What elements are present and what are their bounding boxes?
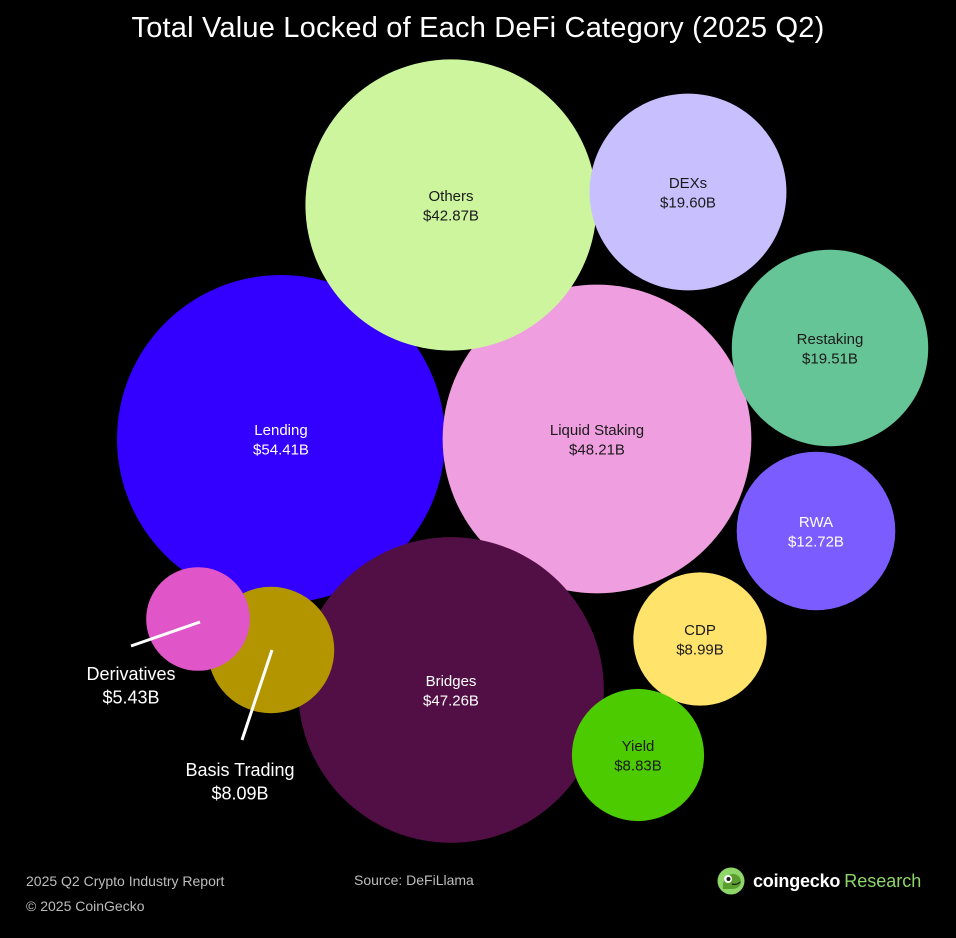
bubble-liquid-staking: [442, 284, 752, 594]
label-value-bridges: $47.26B: [423, 693, 479, 710]
bubble-cdp: [633, 572, 767, 706]
label-value-yield: $8.83B: [614, 758, 662, 775]
bubble-lending: [117, 275, 445, 603]
brand-suffix: Research: [844, 870, 922, 891]
brand-name: coingecko: [753, 870, 841, 891]
bubble-dexs: [589, 93, 787, 291]
label-name-liquid-staking: Liquid Staking: [550, 422, 644, 439]
bubble-yield: [571, 688, 705, 822]
bubble-others: [305, 59, 597, 351]
callout-line-basis-trading: [240, 649, 274, 741]
label-value-derivatives: $5.43B: [102, 687, 159, 707]
label-name-yield: Yield: [622, 738, 655, 755]
label-value-cdp: $8.99B: [676, 642, 724, 659]
label-name-lending: Lending: [254, 422, 307, 439]
label-value-rwa: $12.72B: [788, 534, 844, 551]
gecko-icon: [717, 867, 745, 895]
label-name-dexs: DEXs: [669, 175, 707, 192]
label-value-lending: $54.41B: [253, 442, 309, 459]
callout-line-derivatives: [130, 620, 201, 648]
label-value-others: $42.87B: [423, 208, 479, 225]
bubble-rwa: [736, 451, 896, 611]
label-name-cdp: CDP: [684, 622, 716, 639]
label-name-derivatives: Derivatives: [86, 664, 175, 684]
report-name: 2025 Q2 Crypto Industry Report: [26, 873, 225, 889]
chart-title: Total Value Locked of Each DeFi Category…: [131, 12, 825, 44]
coingecko-logo: coingecko Research: [717, 867, 921, 895]
label-value-restaking: $19.51B: [802, 351, 858, 368]
bubble-restaking: [731, 249, 929, 447]
bubble-chart: Lending $54.41B Liquid Staking $48.21B Bridg…: [86, 59, 929, 843]
label-name-others: Others: [428, 188, 473, 205]
label-name-restaking: Restaking: [797, 331, 864, 348]
label-name-basis-trading: Basis Trading: [185, 760, 294, 780]
bubble-bridges: [298, 537, 604, 843]
label-value-liquid-staking: $48.21B: [569, 442, 625, 459]
label-name-rwa: RWA: [799, 514, 833, 531]
label-name-bridges: Bridges: [426, 673, 477, 690]
label-value-dexs: $19.60B: [660, 195, 716, 212]
copyright: © 2025 CoinGecko: [26, 898, 145, 914]
bubble-derivatives: [146, 567, 250, 671]
source-note: Source: DeFiLlama: [354, 872, 474, 888]
label-value-basis-trading: $8.09B: [211, 783, 268, 803]
